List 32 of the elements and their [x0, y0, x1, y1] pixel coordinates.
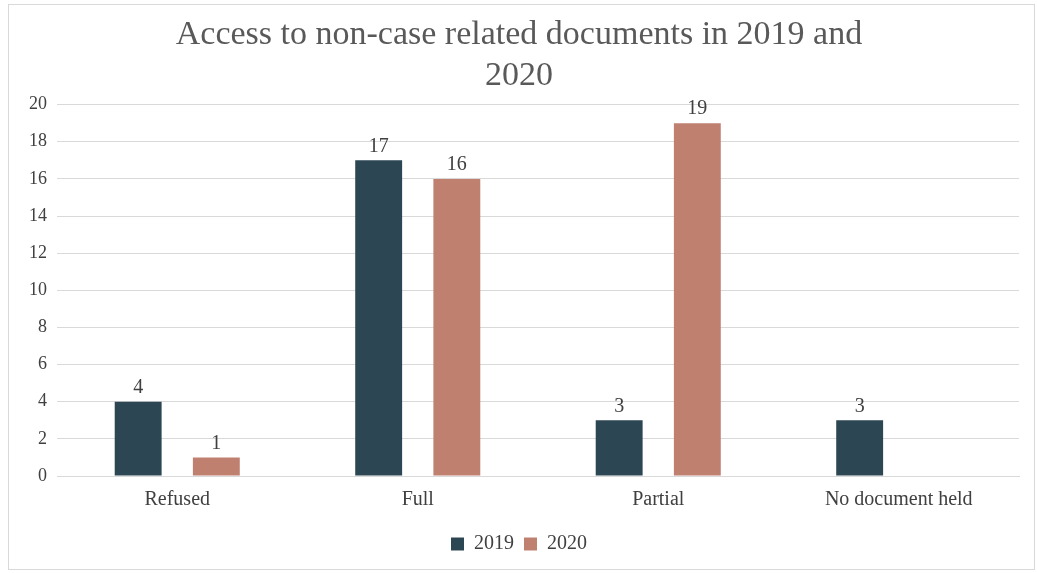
data-label: 1 [211, 430, 222, 453]
y-tick-label: 4 [38, 390, 47, 411]
y-tick-label: 12 [29, 241, 47, 262]
y-tick-label: 16 [29, 167, 47, 188]
data-label: 16 [446, 152, 467, 175]
data-label: 19 [687, 96, 708, 119]
x-tick-label: No document held [824, 487, 973, 510]
y-tick-label: 14 [29, 204, 47, 225]
bar [355, 160, 403, 476]
data-label: 3 [614, 393, 625, 416]
y-tick-label: 18 [29, 130, 47, 151]
bar [836, 420, 884, 476]
x-tick-label: Refused [144, 487, 211, 510]
y-tick-label: 2 [38, 427, 47, 448]
bar [595, 420, 643, 476]
bar [114, 401, 162, 476]
bar [433, 178, 481, 476]
y-tick-label: 8 [38, 316, 47, 337]
y-tick-label: 20 [29, 93, 47, 114]
x-tick-label: Partial [632, 487, 685, 510]
x-tick-label: Full [401, 487, 435, 510]
bar [673, 123, 721, 476]
data-label: 17 [368, 133, 389, 156]
bar [192, 457, 240, 476]
chart-title: Access to non-case related documents in 2019 and 2020 [175, 14, 863, 93]
legend-label: 2020 [547, 531, 587, 554]
y-tick-label: 10 [29, 279, 47, 300]
data-label: 3 [854, 393, 865, 416]
y-tick-label: 6 [38, 353, 47, 374]
legend-label: 2019 [474, 531, 514, 554]
y-tick-label: 0 [38, 464, 47, 485]
data-label: 4 [133, 374, 144, 397]
